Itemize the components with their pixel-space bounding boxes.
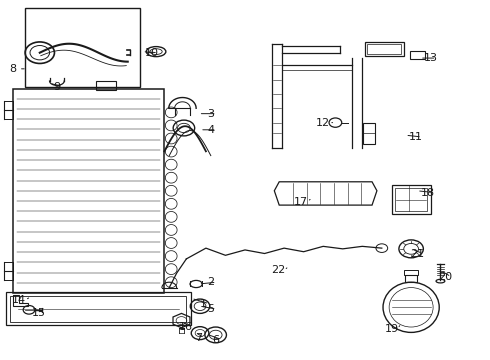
Bar xyxy=(395,188,427,211)
Text: 18: 18 xyxy=(421,188,435,198)
Text: 11: 11 xyxy=(409,132,423,142)
Text: 3: 3 xyxy=(207,109,214,119)
Bar xyxy=(367,44,401,54)
Text: 1: 1 xyxy=(200,299,207,309)
Bar xyxy=(5,292,191,325)
Bar xyxy=(13,89,164,293)
Text: 13: 13 xyxy=(424,53,438,63)
Bar xyxy=(25,8,140,87)
Bar xyxy=(10,296,186,321)
Bar xyxy=(405,275,417,282)
Bar xyxy=(363,123,375,144)
Text: 12: 12 xyxy=(316,118,330,128)
Text: 19: 19 xyxy=(385,324,399,334)
Bar xyxy=(410,51,425,59)
Text: 10: 10 xyxy=(145,48,159,58)
Text: 21: 21 xyxy=(410,248,424,258)
Bar xyxy=(404,270,418,275)
Text: 8: 8 xyxy=(9,64,17,74)
Text: 6: 6 xyxy=(212,334,219,345)
Text: 2: 2 xyxy=(207,277,214,287)
Text: 9: 9 xyxy=(53,82,60,92)
Text: 7: 7 xyxy=(195,333,202,343)
Text: 16: 16 xyxy=(178,322,193,332)
Bar xyxy=(4,262,13,280)
Text: 15: 15 xyxy=(32,308,46,318)
Bar xyxy=(96,81,116,90)
Text: 5: 5 xyxy=(207,304,214,314)
Bar xyxy=(4,101,13,119)
Text: 4: 4 xyxy=(207,125,214,135)
Text: 17: 17 xyxy=(294,197,308,207)
Text: 14: 14 xyxy=(12,295,26,305)
Bar xyxy=(392,185,431,214)
Text: 22: 22 xyxy=(271,265,285,275)
Bar xyxy=(365,42,404,56)
Text: 20: 20 xyxy=(438,272,452,282)
